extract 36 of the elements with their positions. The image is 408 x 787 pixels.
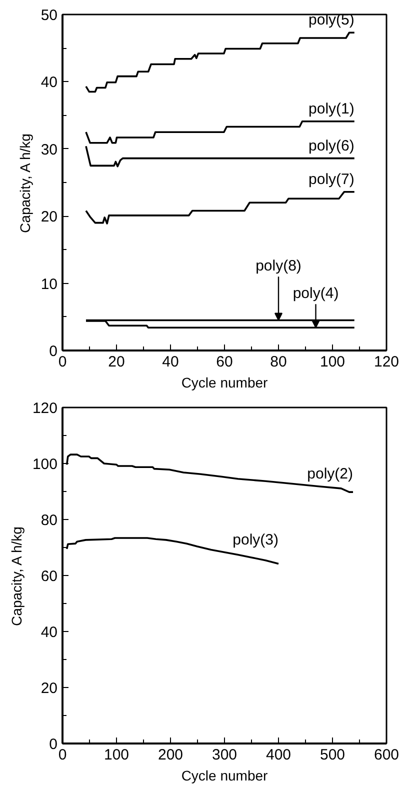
x-axis-title: Cycle number <box>181 374 268 390</box>
y-tick-label: 120 <box>32 400 58 417</box>
series-label: poly(7) <box>308 170 354 188</box>
x-tick-label: 20 <box>108 354 125 370</box>
series-label: poly(2) <box>307 465 354 482</box>
series-label: poly(6) <box>308 137 354 154</box>
series-label: poly(1) <box>308 100 354 118</box>
x-axis-title: Cycle number <box>181 768 268 784</box>
x-tick-label: 600 <box>374 746 400 764</box>
x-tick-label: 40 <box>162 354 179 370</box>
y-tick-label: 20 <box>40 208 58 226</box>
annotation: poly(8) <box>256 258 302 275</box>
annotation: poly(4) <box>292 285 339 302</box>
y-tick-label: 40 <box>40 74 58 92</box>
y-tick-label: 100 <box>32 456 58 473</box>
y-tick-label: 20 <box>40 680 58 697</box>
x-tick-label: 300 <box>212 746 238 764</box>
y-axis-title: Capacity, A h/kg <box>16 134 33 233</box>
x-tick-label: 120 <box>374 354 400 370</box>
y-tick-label: 30 <box>40 141 58 158</box>
y-tick-label: 80 <box>40 512 58 529</box>
x-tick-label: 60 <box>216 354 233 370</box>
series-label: poly(3) <box>232 531 279 548</box>
y-tick-label: 40 <box>40 624 58 641</box>
y-tick-label: 0 <box>49 736 58 753</box>
x-tick-label: 100 <box>104 746 130 764</box>
y-tick-label: 0 <box>49 343 58 360</box>
y-tick-label: 60 <box>40 568 58 585</box>
x-tick-label: 400 <box>266 746 292 764</box>
x-tick-label: 80 <box>270 354 287 370</box>
x-tick-label: 100 <box>320 354 346 370</box>
y-tick-label: 10 <box>40 276 58 293</box>
y-axis-title: Capacity, A h/kg <box>8 526 24 626</box>
x-tick-label: 500 <box>320 746 346 764</box>
y-tick-label: 50 <box>40 7 58 24</box>
x-tick-label: 200 <box>158 746 184 764</box>
